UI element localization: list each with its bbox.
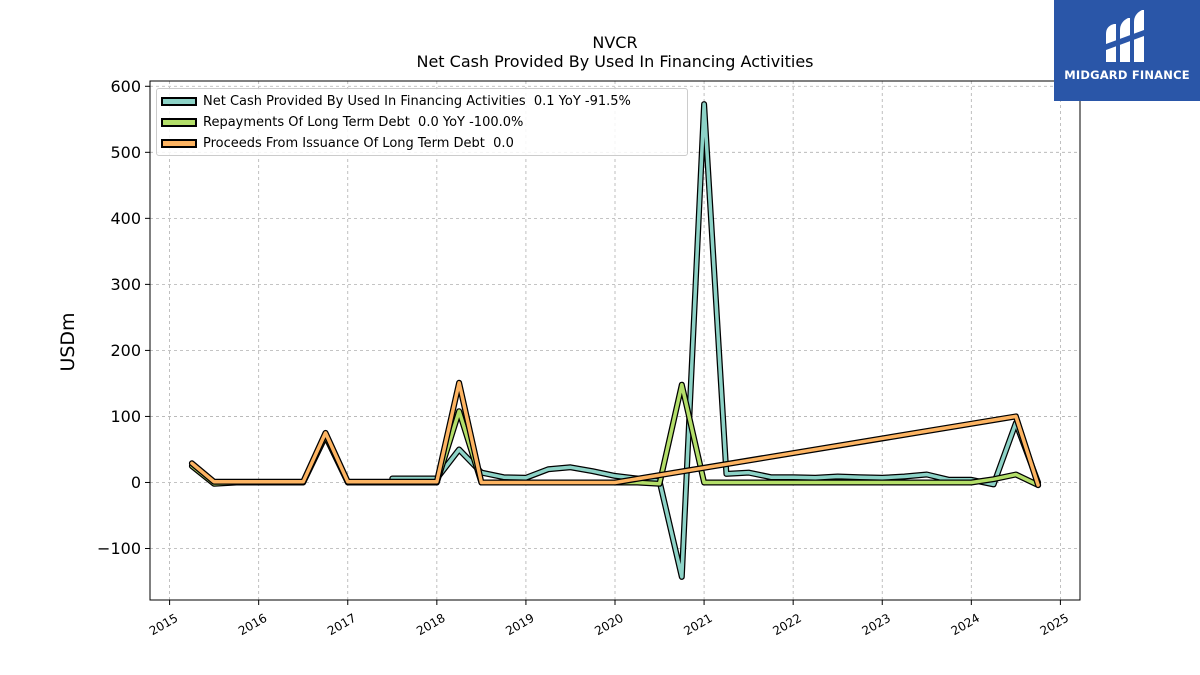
- y-tick-label: 400: [110, 209, 141, 228]
- legend-swatch-repayments: [161, 117, 197, 127]
- logo-text: MIDGARD FINANCE: [1064, 68, 1190, 82]
- x-tick-label: 2016: [236, 611, 269, 638]
- legend-label-proceeds: Proceeds From Issuance Of Long Term Debt…: [203, 135, 514, 151]
- x-tick-label: 2021: [681, 611, 714, 638]
- x-tick-label: 2025: [1038, 611, 1071, 638]
- logo: MIDGARD FINANCE: [1054, 0, 1200, 101]
- y-tick-label: 200: [110, 341, 141, 360]
- y-axis: −100 0 100 200 300 400 500 600: [97, 77, 150, 558]
- x-axis: 2015 2016 2017 2018 2019 2020 2021 2022 2023 2024…: [147, 600, 1071, 638]
- x-tick-label: 2020: [592, 611, 625, 638]
- legend-item-net-cash: Net Cash Provided By Used In Financing A…: [161, 92, 631, 110]
- x-tick-label: 2022: [770, 611, 803, 638]
- x-tick-label: 2017: [325, 611, 358, 638]
- logo-mark-icon: [1106, 10, 1144, 62]
- legend-item-proceeds: Proceeds From Issuance Of Long Term Debt…: [161, 134, 514, 152]
- y-tick-label: 500: [110, 143, 141, 162]
- series-line-2: [190, 381, 1040, 487]
- x-tick-label: 2018: [414, 611, 447, 638]
- chart-title: NVCR: [592, 33, 638, 52]
- legend-swatch-proceeds: [161, 138, 197, 148]
- x-tick-label: 2024: [949, 611, 982, 638]
- y-tick-label: −100: [97, 539, 141, 558]
- y-tick-label: 600: [110, 77, 141, 96]
- y-tick-label: 0: [131, 473, 141, 492]
- y-tick-label: 100: [110, 407, 141, 426]
- chart-subtitle: Net Cash Provided By Used In Financing A…: [416, 52, 814, 71]
- series-layer: [188, 101, 1042, 580]
- legend: Net Cash Provided By Used In Financing A…: [156, 88, 688, 156]
- x-tick-label: 2019: [503, 611, 536, 638]
- x-tick-label: 2015: [147, 611, 180, 638]
- series-line-outline-0: [389, 101, 1042, 580]
- legend-label-net-cash: Net Cash Provided By Used In Financing A…: [203, 93, 631, 109]
- y-tick-label: 300: [110, 275, 141, 294]
- legend-swatch-net-cash: [161, 96, 197, 106]
- legend-label-repayments: Repayments Of Long Term Debt 0.0 YoY -10…: [203, 114, 524, 130]
- x-tick-label: 2023: [860, 611, 893, 638]
- series-line-0: [390, 102, 1040, 579]
- grid: [150, 81, 1080, 600]
- y-axis-label: USDm: [57, 312, 79, 372]
- legend-item-repayments: Repayments Of Long Term Debt 0.0 YoY -10…: [161, 113, 523, 131]
